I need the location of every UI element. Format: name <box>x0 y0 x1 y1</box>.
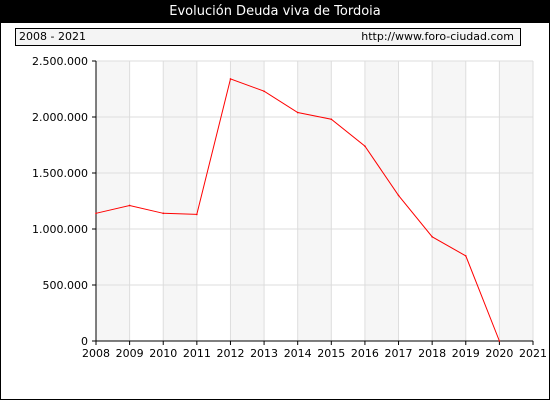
data-point <box>330 118 333 121</box>
x-tick-label: 2008 <box>82 347 110 360</box>
plot-band <box>432 61 466 341</box>
plot-band <box>96 61 130 341</box>
plot-band <box>297 61 332 341</box>
y-tick-label: 1.500.000 <box>32 167 88 180</box>
data-point <box>431 236 433 238</box>
x-tick-label: 2017 <box>385 347 413 360</box>
x-tick-label: 2013 <box>250 347 278 360</box>
data-point <box>95 212 97 215</box>
data-point <box>498 340 501 342</box>
data-point <box>229 78 232 80</box>
plot-band <box>364 61 399 341</box>
x-tick-label: 2009 <box>116 347 144 360</box>
data-point <box>296 111 299 114</box>
data-point <box>162 212 165 215</box>
data-point <box>196 213 198 216</box>
plot-band <box>163 61 197 341</box>
y-tick-label: 2.500.000 <box>32 55 88 68</box>
plot-band <box>230 61 265 341</box>
x-tick-label: 2019 <box>452 347 480 360</box>
x-tick-label: 2011 <box>183 347 211 360</box>
y-tick-label: 2.000.000 <box>32 111 88 124</box>
x-tick-label: 2010 <box>149 347 177 360</box>
data-point <box>464 255 467 257</box>
period-label: 2008 - 2021 <box>19 30 86 43</box>
y-tick-label: 500.000 <box>43 279 89 292</box>
y-tick-label: 0 <box>81 335 88 348</box>
x-tick-label: 2018 <box>418 347 446 360</box>
x-tick-label: 2015 <box>317 347 345 360</box>
x-tick-label: 2016 <box>351 347 379 360</box>
data-point <box>364 145 366 147</box>
data-point <box>263 90 265 93</box>
x-tick-label: 2012 <box>216 347 244 360</box>
plot-band <box>499 61 533 341</box>
data-point <box>397 194 400 197</box>
x-tick-label: 2014 <box>284 347 312 360</box>
x-tick-label: 2021 <box>519 347 547 360</box>
info-box: 2008 - 2021 http://www.foro-ciudad.com <box>15 28 521 46</box>
source-link[interactable]: http://www.foro-ciudad.com <box>361 30 514 43</box>
y-tick-label: 1.000.000 <box>32 223 88 236</box>
chart-title: Evolución Deuda viva de Tordoia <box>1 1 549 23</box>
x-tick-label: 2020 <box>485 347 513 360</box>
data-point <box>128 204 131 207</box>
